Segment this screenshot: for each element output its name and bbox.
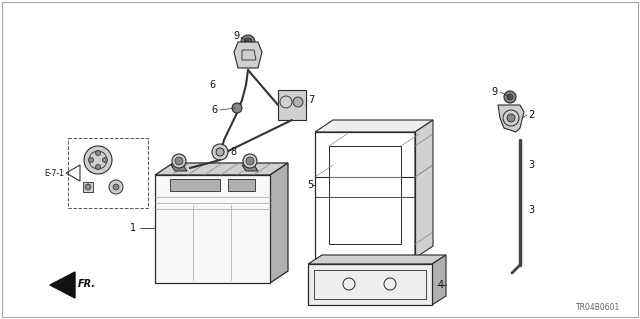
Text: 4: 4 [438, 280, 444, 290]
Polygon shape [228, 179, 255, 191]
Polygon shape [155, 175, 270, 283]
Circle shape [232, 103, 242, 113]
Polygon shape [308, 255, 446, 264]
Polygon shape [270, 163, 288, 283]
Polygon shape [234, 42, 262, 68]
Polygon shape [278, 90, 306, 120]
Circle shape [109, 180, 123, 194]
Circle shape [504, 91, 516, 103]
Polygon shape [415, 120, 433, 258]
Circle shape [95, 151, 100, 155]
Text: 9: 9 [234, 31, 240, 41]
Text: 6: 6 [210, 80, 216, 90]
Text: 3: 3 [528, 160, 534, 170]
Circle shape [175, 157, 183, 165]
Circle shape [102, 158, 108, 162]
Text: E-7-1: E-7-1 [44, 168, 64, 177]
Circle shape [84, 146, 112, 174]
Polygon shape [308, 264, 432, 305]
Circle shape [172, 154, 186, 168]
Polygon shape [498, 105, 524, 132]
Polygon shape [315, 120, 433, 132]
Circle shape [507, 94, 513, 100]
Circle shape [293, 97, 303, 107]
Text: 8: 8 [230, 147, 236, 157]
Polygon shape [432, 255, 446, 305]
Polygon shape [170, 179, 220, 191]
Circle shape [212, 144, 228, 160]
Polygon shape [242, 165, 258, 171]
Text: 1: 1 [130, 223, 136, 233]
Text: 5: 5 [307, 180, 313, 190]
Circle shape [85, 184, 91, 190]
Circle shape [216, 148, 224, 156]
Circle shape [244, 38, 252, 46]
Text: FR.: FR. [78, 279, 96, 289]
Text: 9: 9 [492, 87, 498, 97]
Polygon shape [155, 163, 288, 175]
Circle shape [95, 165, 100, 169]
Circle shape [88, 158, 93, 162]
Circle shape [241, 35, 255, 49]
Polygon shape [50, 272, 75, 298]
Text: 2: 2 [528, 110, 534, 120]
Text: TR04B0601: TR04B0601 [576, 303, 620, 313]
Text: 6: 6 [212, 105, 218, 115]
Text: 7: 7 [308, 95, 314, 105]
Text: 3: 3 [528, 205, 534, 215]
Circle shape [113, 184, 119, 190]
Polygon shape [83, 182, 93, 192]
Circle shape [507, 114, 515, 122]
Circle shape [246, 157, 254, 165]
Circle shape [243, 154, 257, 168]
Polygon shape [171, 165, 187, 171]
